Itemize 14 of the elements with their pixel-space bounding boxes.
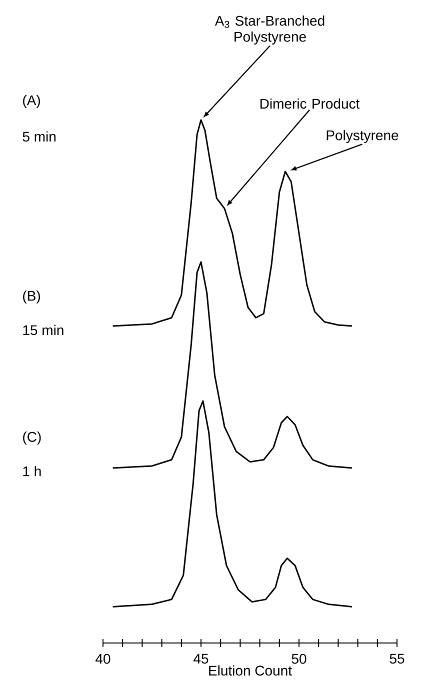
- annotation: Dimeric Product: [260, 98, 360, 109]
- annotation: A$_{3}$ Star-Branched Polystyrene: [214, 15, 324, 45]
- x-tick-label: 50: [292, 654, 306, 664]
- text: 5 min: [22, 131, 56, 142]
- annotation: Polystyrene: [326, 130, 398, 144]
- text: (C): [23, 432, 41, 445]
- text: (A): [23, 94, 40, 108]
- x-tick-label: 40: [96, 654, 110, 664]
- text: 1 h: [23, 466, 41, 476]
- x-tick-label: 55: [390, 654, 404, 664]
- x-tick-label: 45: [194, 654, 208, 664]
- x-axis-title: Elution Count: [209, 665, 292, 676]
- text: (B): [23, 290, 40, 304]
- text: 15 min: [23, 324, 64, 336]
